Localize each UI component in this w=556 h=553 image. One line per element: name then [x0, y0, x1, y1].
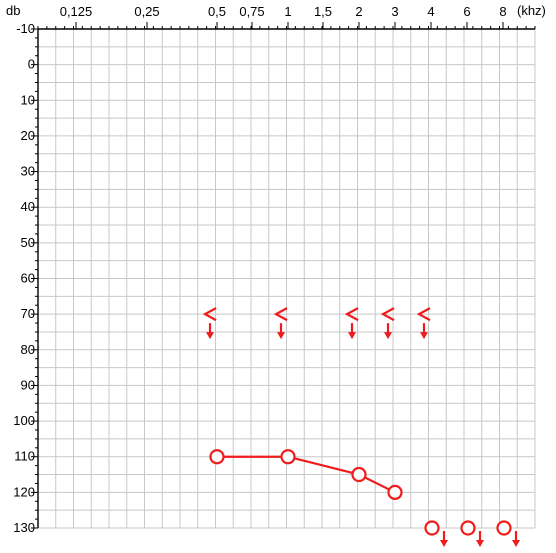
y-tick-label: 80 — [21, 342, 35, 357]
data-point-circle-no-response — [424, 520, 440, 536]
y-tick-label: 20 — [21, 128, 35, 143]
data-point-circle-no-response — [496, 520, 512, 536]
no-response-arrow-head — [420, 332, 428, 340]
x-tick-labels: 0,125 0,25 0,5 0,75 1 1,5 2 3 4 6 8 — [60, 4, 507, 19]
y-tick-label: -10 — [16, 21, 35, 36]
series-line — [217, 455, 396, 494]
axes — [31, 22, 536, 529]
grid — [38, 29, 536, 529]
y-tick-label: 130 — [13, 520, 35, 535]
data-point-circle — [280, 449, 296, 465]
x-tick-label: 0,25 — [134, 4, 159, 19]
y-tick-label: 60 — [21, 271, 35, 286]
y-tick-label: 0 — [28, 57, 35, 72]
x-tick-label: 0,75 — [239, 4, 264, 19]
y-tick-label: 120 — [13, 484, 35, 499]
y-axis-title: db — [6, 3, 20, 18]
x-tick-label: 8 — [499, 4, 506, 19]
y-tick-label: 90 — [21, 377, 35, 392]
y-tick-label: 30 — [21, 164, 35, 179]
data-point-bracket — [202, 307, 217, 322]
data-point-bracket — [416, 307, 431, 322]
y-tick-label: 100 — [13, 413, 35, 428]
no-response-arrow-head — [384, 332, 392, 340]
no-response-arrow-head — [476, 540, 484, 547]
no-response-arrow-head — [206, 332, 214, 340]
data-marks — [202, 307, 520, 547]
x-tick-label: 1 — [284, 4, 291, 19]
data-point-circle — [387, 484, 403, 500]
x-axis-title: (khz) — [517, 3, 546, 18]
no-response-arrow-head — [348, 332, 356, 340]
x-tick-label: 0,125 — [60, 4, 93, 19]
data-point-bracket — [380, 307, 395, 322]
x-tick-label: 2 — [355, 4, 362, 19]
y-tick-label: 10 — [21, 92, 35, 107]
data-point-circle — [209, 449, 225, 465]
x-tick-label: 0,5 — [208, 4, 226, 19]
data-point-circle-no-response — [460, 520, 476, 536]
no-response-arrow-head — [440, 540, 448, 547]
x-tick-label: 4 — [427, 4, 434, 19]
y-tick-label: 110 — [14, 449, 35, 464]
data-point-bracket — [344, 307, 359, 322]
x-tick-label: 1,5 — [314, 4, 332, 19]
no-response-arrow-head — [512, 540, 520, 547]
y-tick-labels: -10 0 10 20 30 40 50 60 70 80 90 100 110 120 130 — [13, 21, 35, 535]
data-point-bracket — [273, 307, 288, 322]
y-tick-label: 40 — [21, 199, 35, 214]
y-tick-label: 50 — [21, 235, 35, 250]
no-response-arrow-head — [277, 332, 285, 340]
y-tick-label: 70 — [21, 306, 35, 321]
x-tick-label: 6 — [463, 4, 470, 19]
x-tick-label: 3 — [391, 4, 398, 19]
data-point-circle — [351, 466, 367, 483]
